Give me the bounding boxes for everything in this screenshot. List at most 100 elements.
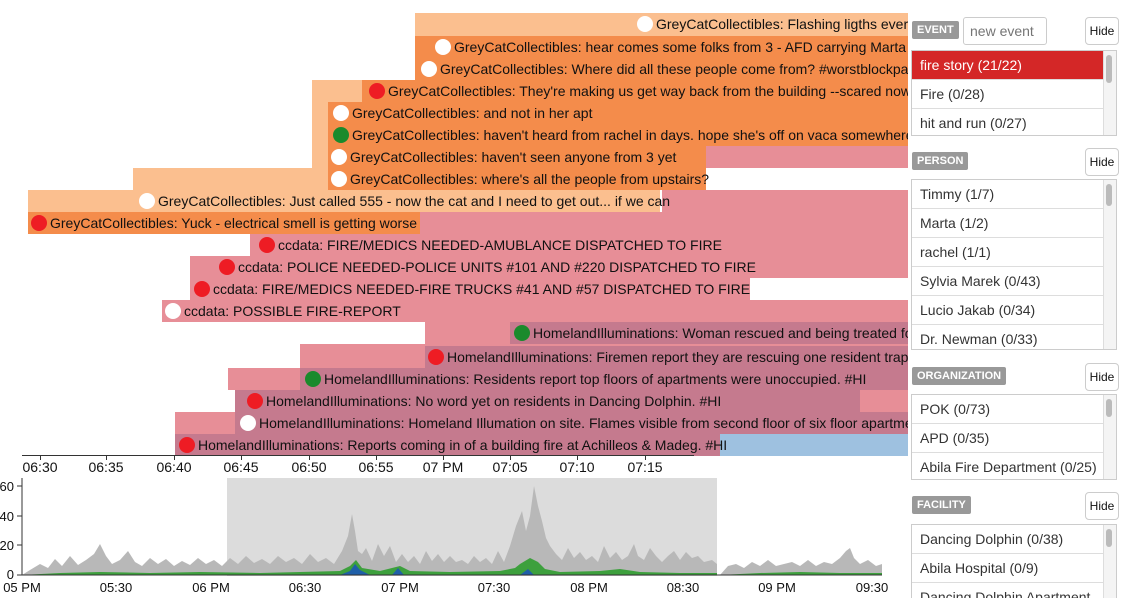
person-hide-button[interactable]: Hide — [1085, 148, 1119, 176]
message-row[interactable]: HomelandIlluminations: Firemen report th… — [428, 346, 908, 368]
scrollbar-thumb[interactable] — [1106, 529, 1112, 547]
person-list-item[interactable]: Lucio Jakab (0/34) — [912, 296, 1116, 325]
status-dot-icon — [179, 437, 195, 453]
event-list-item[interactable]: Fire (0/28) — [912, 80, 1116, 109]
person-list-item[interactable]: Sylvia Marek (0/43) — [912, 267, 1116, 296]
message-row[interactable]: GreyCatCollectibles: Where did all these… — [421, 58, 908, 80]
message-row[interactable]: GreyCatCollectibles: Flashing ligths eve… — [637, 13, 908, 35]
status-dot-icon — [139, 193, 155, 209]
overview-area-blue — [520, 569, 534, 575]
message-text: No word yet on residents in Dancing Dolp… — [415, 393, 722, 409]
person-list-item[interactable]: Marta (1/2) — [912, 209, 1116, 238]
new-event-input[interactable] — [963, 17, 1047, 45]
message-text: They're making us get way back from the … — [519, 83, 908, 99]
message-user: ccdata — [213, 281, 255, 297]
message-row[interactable]: HomelandIlluminations: Residents report … — [305, 368, 866, 390]
person-list-scrollbar[interactable] — [1103, 180, 1116, 349]
axis-tick-label: 07 PM — [422, 459, 464, 475]
status-dot-icon — [219, 259, 235, 275]
message-text: hear comes some folks from 3 - AFD carry… — [585, 39, 909, 55]
organization-list-item[interactable]: APD (0/35) — [912, 424, 1116, 453]
organization-list-scrollbar[interactable] — [1103, 395, 1116, 479]
facility-list-item[interactable]: Abila Hospital (0/9) — [912, 554, 1116, 583]
overview-chart[interactable]: 60 40 20 0 05 PM 05:30 06 PM 06:30 07 PM… — [0, 476, 908, 598]
message-row[interactable]: ccdata: FIRE/MEDICS NEEDED-FIRE TRUCKS #… — [194, 278, 750, 300]
message-row[interactable]: GreyCatCollectibles: Yuck - electrical s… — [31, 212, 417, 234]
axis-tick-label: 06:45 — [223, 459, 259, 475]
status-dot-icon — [165, 303, 181, 319]
message-text: haven't heard from rachel in days. hope … — [483, 127, 909, 143]
message-row[interactable]: HomelandIlluminations: Woman rescued and… — [514, 322, 908, 344]
organization-section-label: ORGANIZATION — [912, 367, 1007, 385]
message-row[interactable]: HomelandIlluminations: No word yet on re… — [247, 390, 721, 412]
person-list-item[interactable]: Timmy (1/7) — [912, 180, 1116, 209]
message-row[interactable]: GreyCatCollectibles: Just called 555 - n… — [139, 190, 670, 212]
band-orange-light-4 — [28, 190, 660, 212]
message-row[interactable]: ccdata: POLICE NEEDED-POLICE UNITS #101 … — [219, 256, 756, 278]
event-list-item[interactable]: hit and run (0/27) — [912, 109, 1116, 135]
message-user: GreyCatCollectibles — [352, 105, 476, 121]
person-list-item[interactable]: rachel (1/1) — [912, 238, 1116, 267]
status-dot-icon — [369, 83, 385, 99]
message-user: GreyCatCollectibles — [388, 83, 512, 99]
message-row[interactable]: GreyCatCollectibles: haven't seen anyone… — [331, 146, 676, 168]
status-dot-icon — [194, 281, 210, 297]
axis-tick-mark — [106, 455, 107, 460]
band-pink-2 — [662, 190, 908, 212]
message-user: GreyCatCollectibles — [350, 171, 474, 187]
message-text: POSSIBLE FIRE-REPORT — [233, 303, 401, 319]
scrollbar-thumb[interactable] — [1106, 399, 1112, 417]
axis-tick-label: 07:10 — [559, 459, 595, 475]
facility-hide-button[interactable]: Hide — [1085, 492, 1119, 520]
scrollbar-thumb[interactable] — [1106, 55, 1112, 83]
overview-area-total-right — [720, 548, 882, 575]
organization-list-item[interactable]: Abila Fire Department (0/25) — [912, 453, 1116, 479]
overview-x-tick-label: 08:30 — [667, 580, 700, 595]
event-list-item[interactable]: fire story (21/22) — [912, 51, 1116, 80]
message-row[interactable]: GreyCatCollectibles: where's all the peo… — [331, 168, 709, 190]
overview-x-tick-label: 05 PM — [3, 580, 41, 595]
story-timeline[interactable]: GreyCatCollectibles: Flashing ligths eve… — [0, 0, 908, 460]
overview-x-tick-label: 07 PM — [381, 580, 419, 595]
person-list-item[interactable]: Dr. Newman (0/33) — [912, 325, 1116, 349]
status-dot-icon — [331, 171, 347, 187]
axis-tick-label: 06:50 — [291, 459, 327, 475]
message-row[interactable]: HomelandIlluminations: Reports coming in… — [179, 434, 727, 456]
facility-list-item[interactable]: Dancing Dolphin Apartment — [912, 583, 1116, 598]
band-pink-1 — [706, 146, 908, 168]
message-row[interactable]: GreyCatCollectibles: They're making us g… — [369, 80, 908, 102]
entity-sidebar: EVENT Hide fire story (21/22) Fire (0/28… — [908, 0, 1126, 598]
band-mauve-1 — [510, 322, 908, 344]
band-orange-3 — [328, 102, 908, 146]
axis-tick-mark — [376, 455, 377, 460]
message-row[interactable]: ccdata: FIRE/MEDICS NEEDED-AMUBLANCE DIS… — [259, 234, 722, 256]
status-dot-icon — [259, 237, 275, 253]
band-mauve-2 — [425, 346, 908, 368]
message-row[interactable]: ccdata: POSSIBLE FIRE-REPORT — [165, 300, 401, 322]
message-row[interactable]: GreyCatCollectibles: and not in her apt — [333, 102, 592, 124]
message-text: Woman rescued and being treated for — [682, 325, 908, 341]
overview-y-tick-label: 20 — [0, 538, 14, 553]
scrollbar-thumb[interactable] — [1106, 184, 1112, 206]
message-row[interactable]: GreyCatCollectibles: hear comes some fol… — [435, 36, 908, 58]
event-list-scrollbar[interactable] — [1103, 51, 1116, 135]
message-row[interactable]: HomelandIlluminations: Homeland Illumati… — [240, 412, 908, 434]
message-text: Flashing ligths every — [787, 16, 909, 32]
status-dot-icon — [421, 61, 437, 77]
event-hide-button[interactable]: Hide — [1085, 17, 1119, 45]
organization-list-item[interactable]: POK (0/73) — [912, 395, 1116, 424]
band-mauve-6 — [175, 434, 720, 456]
message-row[interactable]: GreyCatCollectibles: haven't heard from … — [333, 124, 908, 146]
band-mauve-3 — [300, 368, 908, 390]
message-user: ccdata — [238, 259, 280, 275]
organization-hide-button[interactable]: Hide — [1085, 363, 1119, 391]
message-user: GreyCatCollectibles — [50, 215, 174, 231]
status-dot-icon — [247, 393, 263, 409]
status-dot-icon — [333, 127, 349, 143]
status-dot-icon — [435, 39, 451, 55]
overview-area-blue — [392, 568, 404, 575]
overview-area-blue — [340, 564, 370, 575]
facility-list-item[interactable]: Dancing Dolphin (0/38) — [912, 525, 1116, 554]
facility-list-scrollbar[interactable] — [1103, 525, 1116, 598]
overview-svg: 60 40 20 0 05 PM 05:30 06 PM 06:30 07 PM… — [0, 478, 888, 595]
